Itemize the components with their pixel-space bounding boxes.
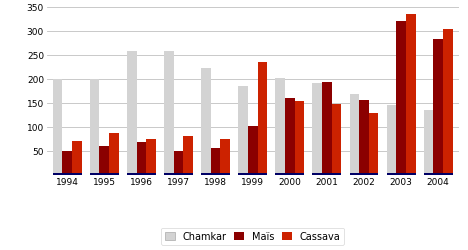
Bar — [396, 22, 406, 175]
Bar — [313, 84, 322, 175]
Bar — [433, 40, 443, 175]
Bar — [109, 174, 119, 175]
Bar — [396, 174, 406, 175]
Bar — [295, 174, 304, 175]
Bar — [100, 146, 109, 175]
Bar — [174, 174, 183, 175]
Bar — [90, 79, 100, 175]
Bar — [201, 69, 211, 175]
Bar — [137, 142, 146, 175]
Bar — [322, 174, 332, 175]
Bar — [359, 174, 369, 175]
Bar — [62, 174, 72, 175]
Bar — [164, 174, 174, 175]
Bar — [201, 174, 211, 175]
Bar — [183, 174, 193, 175]
Bar — [174, 151, 183, 175]
Bar — [313, 174, 322, 175]
Bar — [275, 174, 285, 175]
Bar — [332, 174, 341, 175]
Bar — [359, 101, 369, 175]
Bar — [285, 98, 295, 175]
Bar — [53, 174, 62, 175]
Bar — [387, 174, 396, 175]
Bar — [109, 133, 119, 175]
Bar — [211, 149, 220, 175]
Bar — [285, 174, 295, 175]
Bar — [424, 174, 433, 175]
Bar — [369, 114, 379, 175]
Bar — [369, 174, 379, 175]
Bar — [127, 174, 137, 175]
Bar — [211, 174, 220, 175]
Bar — [72, 142, 82, 175]
Bar — [183, 137, 193, 175]
Bar — [146, 174, 156, 175]
Bar — [350, 95, 359, 175]
Legend: Chamkar, Maïs, Cassava: Chamkar, Maïs, Cassava — [161, 228, 344, 245]
Bar — [238, 174, 248, 175]
Bar — [433, 174, 443, 175]
Bar — [220, 174, 230, 175]
Bar — [90, 174, 100, 175]
Bar — [257, 174, 267, 175]
Bar — [53, 79, 62, 175]
Bar — [406, 174, 416, 175]
Bar — [275, 78, 285, 175]
Bar — [100, 174, 109, 175]
Bar — [137, 174, 146, 175]
Bar — [424, 110, 433, 175]
Bar — [62, 151, 72, 175]
Bar — [295, 102, 304, 175]
Bar — [406, 15, 416, 175]
Bar — [257, 62, 267, 175]
Bar — [238, 86, 248, 175]
Bar — [72, 174, 82, 175]
Bar — [164, 52, 174, 175]
Bar — [220, 139, 230, 175]
Bar — [332, 104, 341, 175]
Bar — [350, 174, 359, 175]
Bar — [443, 30, 453, 175]
Bar — [443, 174, 453, 175]
Bar — [248, 126, 257, 175]
Bar — [146, 139, 156, 175]
Bar — [127, 52, 137, 175]
Bar — [387, 106, 396, 175]
Bar — [322, 83, 332, 175]
Bar — [248, 174, 257, 175]
